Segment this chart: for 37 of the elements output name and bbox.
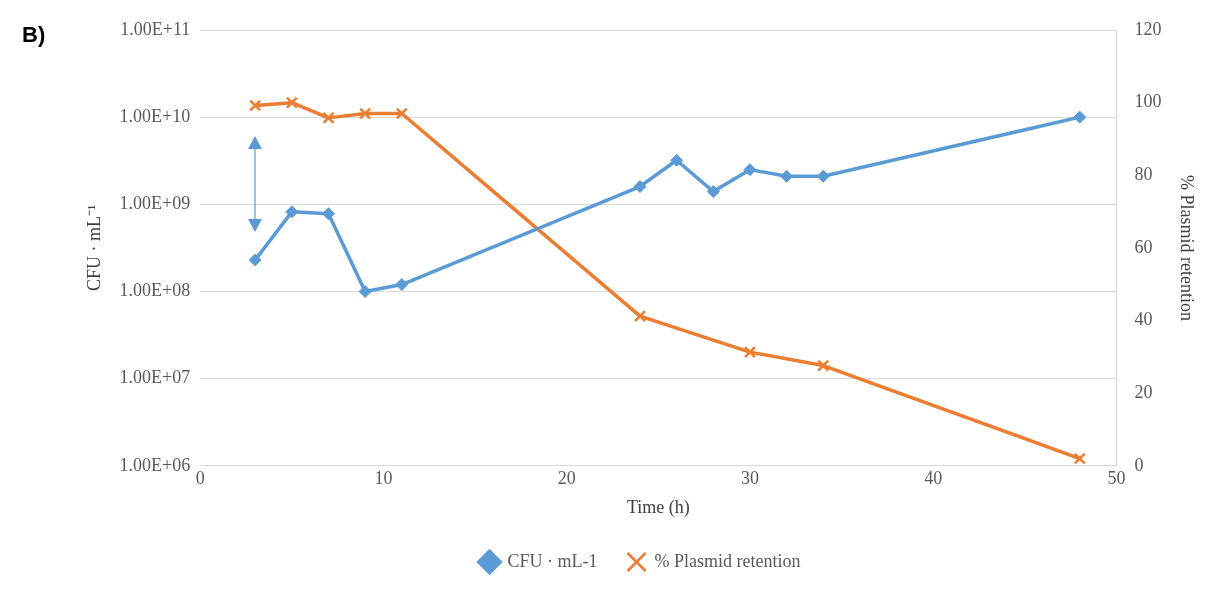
point xyxy=(248,253,262,267)
point xyxy=(395,278,409,292)
point xyxy=(322,207,336,221)
x-tick-label: 30 xyxy=(740,468,759,489)
point xyxy=(743,163,757,177)
x-tick-label: 10 xyxy=(374,468,393,489)
point xyxy=(285,205,299,219)
y2-axis-title: % Plasmid retention xyxy=(1177,174,1198,321)
x-tick-label: 50 xyxy=(1107,468,1126,489)
y-tick-label: 1.00E+09 xyxy=(119,193,191,214)
y2-tick-label: 100 xyxy=(1134,91,1162,112)
point xyxy=(670,153,684,167)
point xyxy=(358,284,372,298)
y2-tick-label: 80 xyxy=(1134,164,1153,184)
y-tick-label: 1.00E+11 xyxy=(120,18,191,39)
x-axis-title: Time (h) xyxy=(626,496,690,518)
y-axis-title: CFU · mL⁻¹ xyxy=(83,204,104,292)
x-tick-label: 20 xyxy=(557,468,576,489)
y-tick-label: 1.00E+06 xyxy=(119,454,191,475)
y-tick-label: 1.00E+07 xyxy=(119,367,191,388)
y-tick-label: 1.00E+08 xyxy=(119,280,191,301)
y2-tick-label: 120 xyxy=(1134,18,1162,39)
y-tick-label: 1.00E+10 xyxy=(119,105,191,126)
y2-tick-label: 0 xyxy=(1134,454,1144,475)
legend-label: % Plasmid retention xyxy=(654,550,801,571)
legend-label: CFU · mL-1 xyxy=(507,550,598,571)
point xyxy=(706,185,720,199)
x-tick-label: 0 xyxy=(195,468,205,489)
point xyxy=(1073,110,1087,124)
point xyxy=(816,169,830,183)
text: B) xyxy=(22,22,46,48)
y2-tick-label: 20 xyxy=(1134,381,1153,402)
point xyxy=(633,180,647,194)
x-tick-label: 40 xyxy=(924,468,943,489)
y2-tick-label: 40 xyxy=(1134,309,1153,330)
y2-tick-label: 60 xyxy=(1134,236,1153,257)
point xyxy=(780,169,794,183)
